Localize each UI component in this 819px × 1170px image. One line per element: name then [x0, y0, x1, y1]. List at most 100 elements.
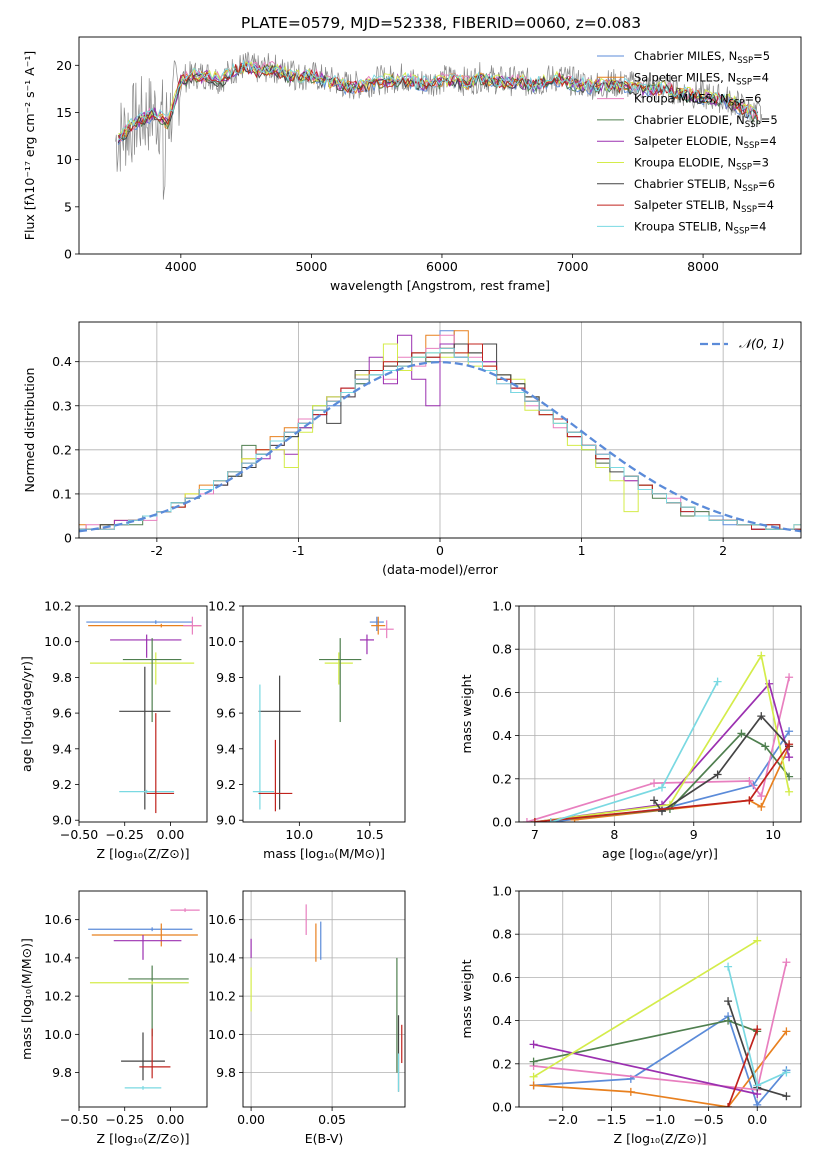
errorbar-point: [91, 923, 198, 947]
x-tick-label: 8: [610, 827, 618, 842]
y-tick-label: 0.0: [492, 815, 512, 830]
x-axis-label: age [log₁₀(age/yr)]: [602, 846, 718, 861]
y-tick-label: 10.6: [44, 912, 72, 927]
weight-marker: [713, 770, 722, 779]
axes-frame: [78, 605, 208, 823]
weight-marker: [782, 1068, 791, 1077]
weight-marker: [785, 753, 794, 762]
legend-label: Salpeter STELIB, NSSP=4: [634, 198, 774, 215]
y-tick-label: 9.0: [52, 813, 72, 828]
plot-area: [522, 651, 794, 822]
y-tick-label: 0.4: [492, 1013, 512, 1028]
y-tick-label: 0.1: [52, 486, 72, 501]
legend-label: 𝒩(0, 1): [739, 336, 785, 351]
normal-curve: [79, 360, 801, 533]
weight-marker: [785, 740, 794, 749]
x-tick-label: −2.0: [548, 1112, 578, 1127]
weight-marker: [753, 1100, 762, 1107]
y-tick-label: 9.0: [216, 813, 236, 828]
x-tick-label: −0.25: [106, 1112, 144, 1127]
axes-frame: [78, 890, 208, 1108]
weight-marker: [757, 792, 766, 801]
x-tick-label: 0: [436, 543, 444, 558]
y-tick-label: 1.0: [492, 884, 512, 899]
x-tick-label: 4000: [165, 259, 197, 274]
x-tick-label: 10.5: [356, 827, 384, 842]
legend-label: Salpeter ELODIE, NSSP=4: [634, 134, 777, 151]
y-tick-label: 0: [64, 247, 72, 262]
errorbar-point: [110, 634, 182, 658]
weight-series: [533, 1030, 788, 1107]
x-tick-label: 8000: [687, 259, 719, 274]
x-tick-label: −0.50: [60, 1112, 98, 1127]
plot-area: [86, 616, 202, 814]
panel-mass_weight_vs_Z: −2.0 −1.5 −1.0 −0.5 0.0 0.0 0.2 0.4 0.6 0.8 1.0 Z […: [459, 884, 802, 1146]
x-tick-label: -1: [292, 543, 304, 558]
weight-marker: [546, 818, 555, 822]
errorbar-point: [86, 620, 193, 624]
x-tick-label: −0.50: [60, 827, 98, 842]
errorbar-point: [359, 634, 375, 655]
y-tick-label: 10.0: [44, 1027, 72, 1042]
weight-marker: [761, 742, 770, 751]
y-tick-label: 9.8: [52, 670, 72, 685]
y-tick-label: 0.8: [492, 642, 512, 657]
plot-area: [79, 330, 801, 533]
x-tick-label: −1.0: [645, 1112, 675, 1127]
x-tick-label: −1.5: [596, 1112, 626, 1127]
legend-label: Salpeter MILES, NSSP=4: [634, 70, 769, 87]
errorbar-point: [89, 652, 195, 685]
y-tick-label: 9.4: [216, 741, 236, 756]
y-tick-label: 10.4: [208, 950, 236, 965]
errorbar-point: [121, 1032, 165, 1081]
x-tick-label: 0.00: [157, 827, 185, 842]
y-axis-label: mass weight: [459, 959, 474, 1038]
weight-marker: [626, 1087, 635, 1096]
model-spectrum: [117, 59, 759, 141]
weight-marker: [745, 796, 754, 805]
weight-marker: [522, 818, 531, 822]
y-axis-label: age [log₁₀(age/yr)]: [19, 656, 34, 772]
weight-marker: [785, 787, 794, 796]
legend: 𝒩(0, 1): [700, 336, 785, 351]
x-tick-label: 6000: [426, 259, 458, 274]
x-axis-label: mass [log₁₀(M/M⊙)]: [263, 846, 385, 861]
weight-marker: [530, 818, 539, 822]
weight-marker: [529, 1057, 538, 1066]
panel-mass_vs_ebv: 0.00 0.05 9.8 10.0 10.2 10.4 10.6 E(B-V): [208, 890, 406, 1146]
x-tick-label: 10.0: [285, 827, 313, 842]
x-tick-label: 0.00: [237, 1112, 265, 1127]
errorbar-point: [146, 713, 175, 814]
plot-area: [115, 51, 763, 200]
y-tick-label: 10: [56, 152, 72, 167]
weight-marker: [529, 1081, 538, 1090]
y-tick-label: 10.4: [44, 950, 72, 965]
histogram-series: [79, 347, 801, 530]
legend-label: Chabrier MILES, NSSP=5: [634, 49, 770, 66]
y-axis-label: mass weight: [459, 674, 474, 753]
weight-marker: [757, 651, 766, 660]
errorbar-point: [324, 652, 353, 685]
weight-marker: [782, 1092, 791, 1101]
y-tick-label: 5: [64, 199, 72, 214]
y-tick-label: 0.8: [492, 927, 512, 942]
y-tick-label: 10.0: [208, 634, 236, 649]
y-tick-label: 9.4: [52, 741, 72, 756]
weight-marker: [753, 936, 762, 945]
weight-marker: [724, 1103, 733, 1107]
y-tick-label: 0.2: [492, 771, 512, 786]
plot-area: [88, 908, 200, 1090]
y-tick-label: 10.2: [208, 599, 236, 614]
weight-marker: [757, 712, 766, 721]
y-tick-label: 0.0: [492, 1100, 512, 1115]
errorbar-point: [183, 616, 202, 635]
weight-marker: [782, 958, 791, 967]
y-tick-label: 9.6: [216, 706, 236, 721]
y-tick-label: 0.4: [492, 728, 512, 743]
y-tick-label: 10.0: [208, 1027, 236, 1042]
y-tick-label: 0: [64, 531, 72, 546]
weight-series: [727, 1028, 758, 1107]
errorbar-point: [89, 980, 189, 985]
y-tick-label: 9.2: [216, 777, 236, 792]
errorbar-point: [379, 620, 394, 639]
